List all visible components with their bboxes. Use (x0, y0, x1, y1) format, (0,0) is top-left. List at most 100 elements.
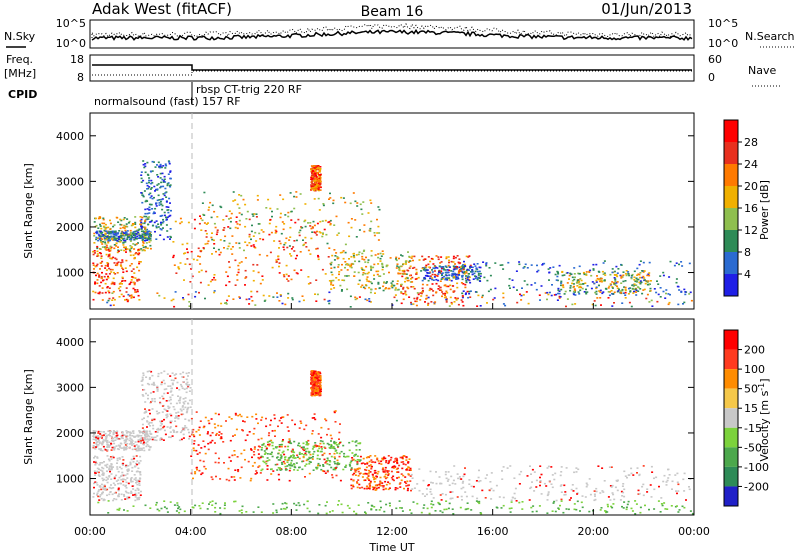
echo-cell (156, 184, 159, 186)
echo-cell (129, 237, 132, 240)
echo-cell (139, 438, 142, 441)
echo-cell (262, 460, 265, 463)
echo-cell (211, 439, 214, 442)
echo-cell (362, 457, 365, 460)
echo-cell (240, 213, 243, 216)
echo-cell (351, 452, 354, 454)
echo-cell (126, 473, 129, 475)
echo-cell (471, 269, 474, 271)
echo-cell (400, 283, 403, 286)
echo-cell (553, 478, 556, 481)
echo-cell (319, 385, 322, 387)
echo-cell (165, 216, 167, 219)
echo-cell (108, 235, 111, 238)
echo-cell (310, 372, 313, 374)
echo-cell (124, 490, 127, 493)
echo-cell (684, 291, 687, 293)
echo-cell (187, 372, 190, 374)
echo-cell (365, 265, 368, 268)
echo-cell (142, 431, 145, 434)
echo-cell (653, 508, 656, 510)
echo-cell (207, 284, 210, 286)
echo-cell (520, 470, 523, 473)
echo-cell (416, 296, 419, 299)
echo-cell (430, 288, 433, 291)
echo-cell (92, 446, 95, 449)
echo-cell (433, 270, 436, 272)
echo-cell (442, 277, 445, 280)
echo-cell (332, 284, 335, 286)
echo-cell (642, 465, 645, 467)
echo-cell (142, 163, 145, 166)
echo-cell (133, 272, 136, 274)
echo-cell (303, 220, 306, 223)
echo-cell (208, 206, 211, 209)
echo-cell (267, 198, 270, 201)
echo-cell (98, 448, 101, 450)
echo-cell (122, 459, 125, 461)
echo-cell (117, 246, 119, 248)
echo-cell (101, 277, 103, 279)
echo-cell (382, 457, 385, 459)
echo-cell (125, 251, 127, 253)
echo-cell (385, 287, 387, 289)
echo-cell (208, 503, 210, 505)
echo-cell (129, 479, 132, 482)
echo-cell (300, 422, 303, 424)
power-panel-frame (89, 112, 695, 310)
echo-cell (319, 387, 322, 389)
echo-cell (95, 442, 98, 445)
echo-cell (411, 276, 414, 279)
echo-cell (115, 237, 118, 240)
echo-cell (165, 388, 168, 390)
echo-cell (391, 478, 394, 481)
echo-cell (148, 203, 151, 206)
echo-cell (451, 508, 454, 510)
echo-cell (124, 441, 127, 443)
echo-cell (543, 482, 546, 485)
echo-cell (224, 502, 226, 504)
echo-cell (123, 237, 126, 240)
echo-cell (120, 249, 123, 251)
echo-cell (231, 246, 234, 248)
echo-cell (113, 239, 116, 241)
echo-cell (394, 488, 397, 491)
echo-cell (530, 506, 533, 509)
echo-cell (248, 218, 251, 221)
echo-cell (97, 255, 100, 257)
echo-cell (129, 463, 132, 465)
echo-cell (228, 261, 230, 263)
echo-cell (229, 227, 232, 230)
echo-cell (358, 229, 361, 231)
echo-cell (560, 498, 563, 501)
echo-cell (547, 268, 550, 270)
echo-cell (481, 296, 484, 299)
echo-cell (382, 486, 385, 488)
echo-cell (98, 238, 101, 240)
echo-cell (329, 219, 332, 222)
echo-cell (552, 266, 555, 268)
echo-cell (339, 423, 341, 425)
echo-cell (166, 415, 169, 417)
echo-cell (112, 232, 114, 234)
echo-cell (171, 435, 174, 437)
echo-cell (421, 493, 424, 495)
echo-cell (98, 441, 101, 443)
echo-cell (648, 274, 651, 277)
echo-cell (564, 493, 567, 496)
echo-cell (262, 238, 265, 241)
echo-cell (100, 281, 103, 284)
echo-cell (473, 272, 476, 275)
echo-cell (396, 289, 399, 291)
echo-cell (466, 502, 469, 504)
echo-cell (120, 435, 123, 438)
echo-cell (122, 480, 125, 483)
echo-cell (158, 199, 161, 201)
echo-cell (453, 272, 456, 275)
echo-cell (198, 434, 201, 436)
echo-cell (259, 456, 262, 459)
echo-cell (556, 270, 559, 273)
echo-cell (658, 485, 660, 488)
echo-cell (184, 397, 187, 399)
echo-cell (250, 295, 253, 298)
